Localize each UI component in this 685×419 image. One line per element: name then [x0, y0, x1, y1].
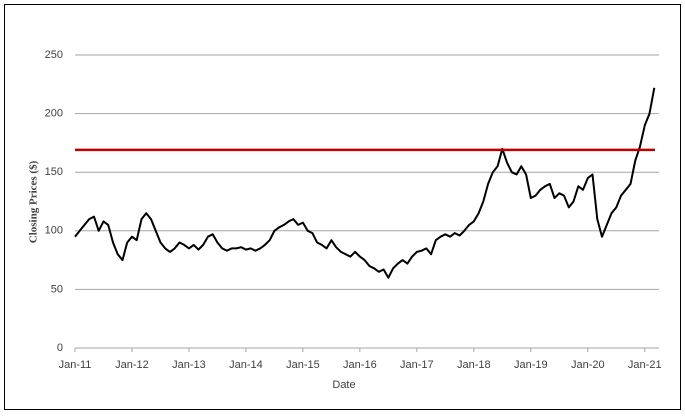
chart-border	[4, 4, 681, 410]
y-tick-label: 200	[45, 108, 63, 120]
x-tick-label: Jan-16	[343, 359, 377, 371]
y-tick-label: 150	[45, 166, 63, 178]
x-tick-label: Jan-19	[514, 359, 548, 371]
y-tick-label: 250	[45, 49, 63, 61]
x-tick-label: Jan-14	[229, 359, 263, 371]
x-tick-label: Jan-11	[59, 359, 92, 371]
price-line	[74, 87, 656, 279]
y-tick-label: 100	[45, 225, 63, 237]
x-tick-label: Jan-12	[115, 359, 149, 371]
x-tick-label: Jan-21	[628, 359, 662, 371]
x-tick-label: Jan-15	[286, 359, 320, 371]
x-tick-label: Jan-13	[172, 359, 206, 371]
x-tick-label: Jan-18	[457, 359, 491, 371]
x-axis-label: Date	[332, 379, 355, 391]
x-tick-label: Jan-17	[400, 359, 434, 371]
x-tick-label: Jan-20	[571, 359, 605, 371]
y-axis-label: Closing Prices ($)	[28, 160, 40, 243]
y-tick-label: 0	[57, 342, 63, 354]
y-tick-label: 50	[51, 283, 63, 295]
